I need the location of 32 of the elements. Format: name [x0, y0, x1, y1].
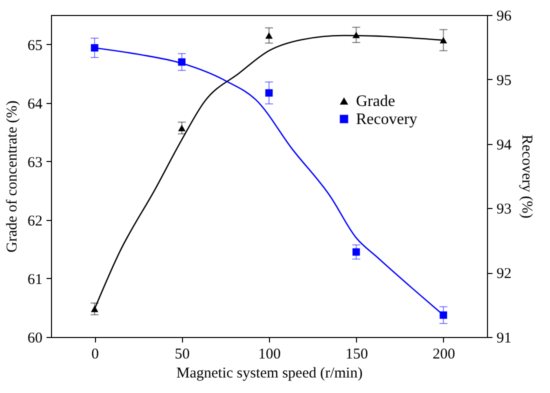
y-tick-label: 64 — [28, 96, 43, 112]
x-tick-label: 150 — [345, 346, 368, 362]
point — [178, 124, 186, 132]
x-tick-label: 50 — [174, 346, 190, 362]
point — [352, 248, 360, 256]
legend-label: Recovery — [356, 111, 418, 128]
x-tick-label: 100 — [258, 346, 281, 362]
legend-label: Grade — [356, 93, 396, 110]
y-tick-label: 63 — [28, 154, 42, 171]
y-tick-label: 61 — [28, 272, 42, 288]
point — [440, 311, 448, 319]
y2-tick-label: 91 — [496, 330, 512, 346]
y2-axis-title: Recovery (%) — [518, 134, 534, 218]
y2-tick-label: 94 — [496, 137, 512, 154]
point — [90, 306, 98, 312]
y2-tick-label: 92 — [496, 266, 512, 282]
point — [352, 32, 360, 38]
point — [265, 89, 273, 97]
x-tick-label: 0 — [91, 346, 99, 362]
point — [265, 32, 273, 39]
y2-tick-label: 95 — [496, 72, 512, 89]
x-tick-label: 200 — [432, 346, 456, 362]
y-tick-label: 65 — [28, 38, 42, 54]
y-tick-label: 62 — [28, 213, 42, 230]
y2-tick-label: 96 — [496, 8, 512, 24]
point — [90, 44, 98, 52]
y-tick-label: 60 — [28, 330, 42, 346]
point — [440, 36, 448, 44]
x-axis-title: Magnetic system speed (r/min) — [176, 366, 363, 382]
y-axis-title: Grade of concentrate (%) — [4, 100, 20, 252]
point — [178, 58, 186, 66]
y2-tick-label: 93 — [496, 202, 512, 218]
